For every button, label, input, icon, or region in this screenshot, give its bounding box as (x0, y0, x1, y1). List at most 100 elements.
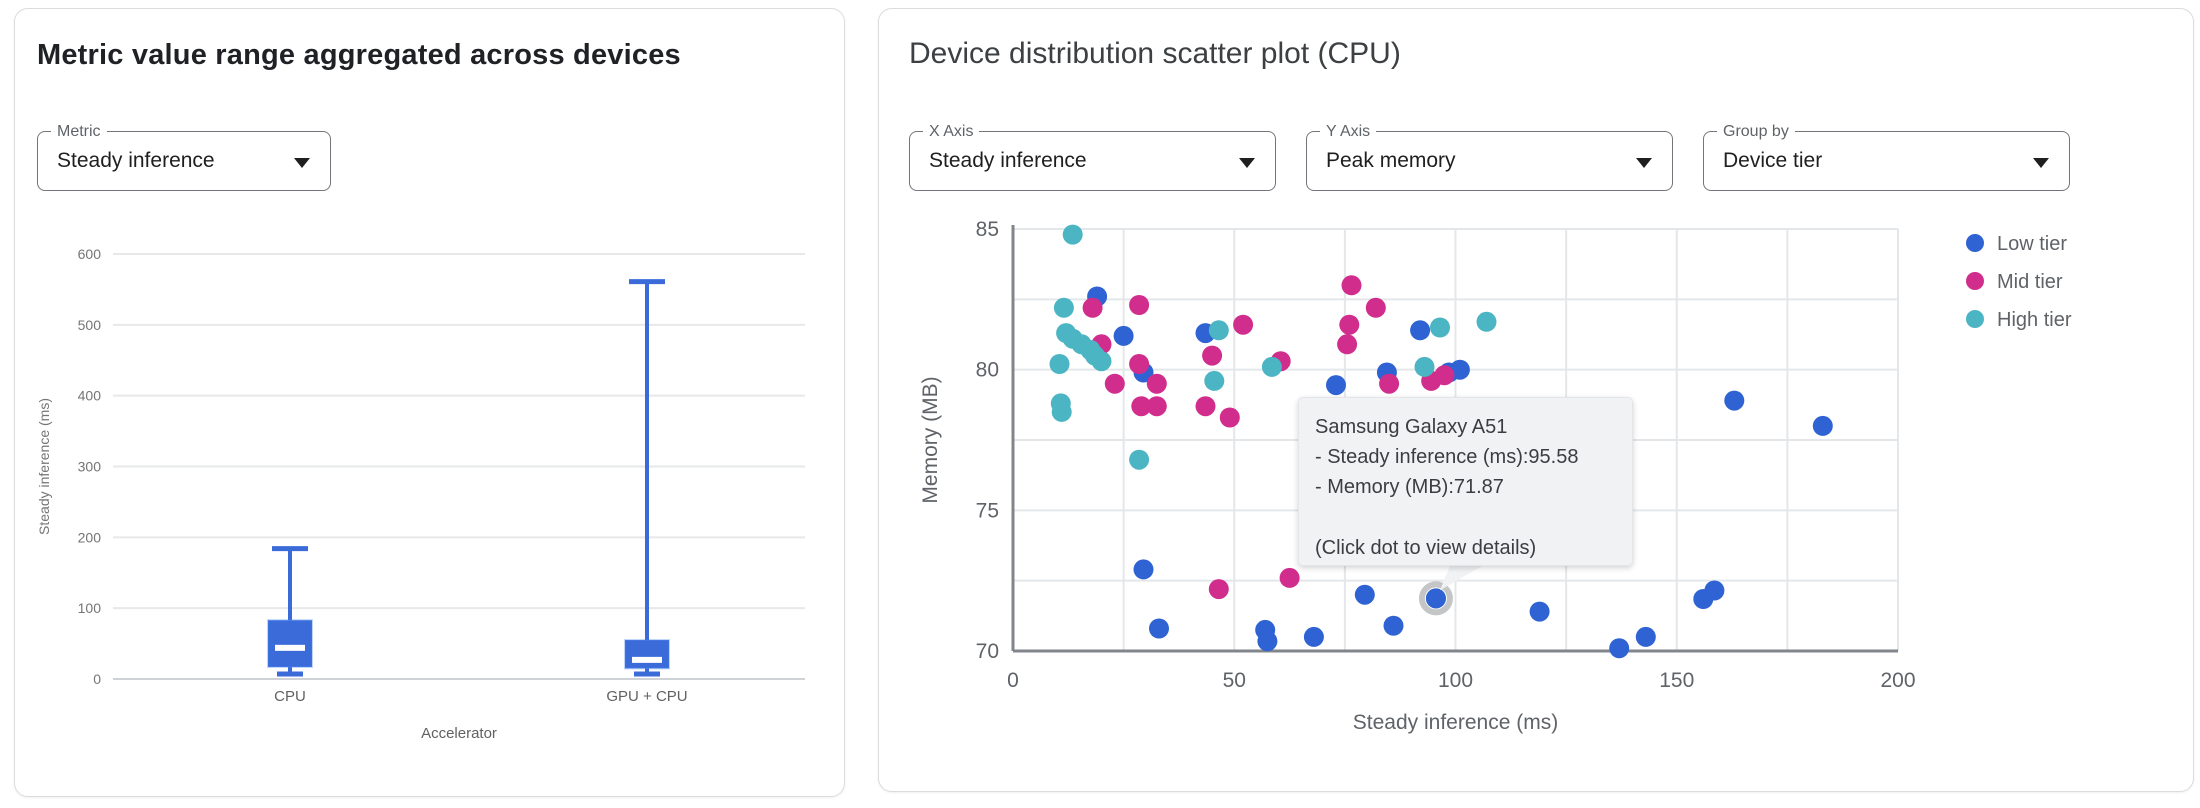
scatter-dot[interactable] (1476, 311, 1497, 332)
x-axis-select-label: X Axis (923, 122, 980, 142)
scatter-dot[interactable] (1635, 626, 1656, 647)
scatter-dot[interactable] (1062, 224, 1083, 245)
y-axis-select-value: Peak memory (1326, 149, 1456, 172)
scatter-dot[interactable] (1379, 373, 1400, 394)
scatter-panel: Device distribution scatter plot (CPU) X… (878, 8, 2194, 792)
x-axis-select[interactable]: X Axis Steady inference (909, 122, 1276, 191)
svg-text:150: 150 (1659, 669, 1694, 692)
scatter-panel-title: Device distribution scatter plot (CPU) (909, 37, 1401, 70)
box-GPU + CPU (624, 279, 670, 677)
chevron-down-icon (1636, 158, 1652, 168)
scatter-dot[interactable] (1337, 334, 1358, 355)
scatter-dot[interactable] (1129, 449, 1150, 470)
scatter-dot[interactable] (1410, 320, 1431, 341)
svg-text:300: 300 (78, 459, 102, 475)
tooltip-tail (1439, 566, 1482, 591)
legend-dot-high-tier (1966, 310, 1984, 328)
scatter-dot[interactable] (1195, 396, 1216, 417)
scatter-dot[interactable] (1091, 351, 1112, 372)
svg-text:50: 50 (1223, 669, 1246, 692)
box-plot-chart: 0 100 200 300 400 500 600 Steady inference (ms)… (36, 246, 805, 742)
tooltip-metric-y: - Memory (MB):71.87 (1315, 476, 1504, 498)
svg-text:Low tier: Low tier (1997, 233, 2067, 255)
svg-text:Memory (MB): Memory (MB) (919, 376, 942, 503)
scatter-dot[interactable] (1724, 390, 1745, 411)
scatter-dot[interactable] (1812, 415, 1833, 436)
tooltip-footer: (Click dot to view details) (1315, 537, 1537, 559)
device-tooltip: Samsung Galaxy A51 - Steady inference (m… (1298, 397, 1633, 566)
scatter-dot[interactable] (1051, 401, 1072, 422)
svg-text:0: 0 (1007, 669, 1019, 692)
chevron-down-icon (294, 158, 310, 168)
scatter-dot[interactable] (1104, 373, 1125, 394)
scatter-dot[interactable] (1414, 356, 1435, 377)
svg-text:Mid tier: Mid tier (1997, 271, 2063, 293)
svg-text:80: 80 (976, 359, 999, 382)
scatter-dot[interactable] (1146, 373, 1167, 394)
scatter-dot[interactable] (1383, 615, 1404, 636)
scatter-dot[interactable] (1257, 631, 1278, 652)
scatter-dot[interactable] (1149, 618, 1169, 639)
scatter-dot[interactable] (1303, 626, 1324, 647)
svg-text:200: 200 (78, 529, 102, 545)
scatter-dot[interactable] (1339, 314, 1360, 335)
scatter-dot[interactable] (1208, 320, 1229, 341)
highlighted-scatter-dot[interactable] (1425, 588, 1446, 609)
scatter-dot[interactable] (1053, 297, 1074, 318)
scatter-dot[interactable] (1233, 314, 1254, 335)
svg-text:Accelerator: Accelerator (421, 725, 497, 742)
x-axis-select-value: Steady inference (929, 149, 1087, 172)
scatter-dot[interactable] (1113, 325, 1134, 346)
svg-text:500: 500 (78, 317, 102, 333)
tooltip-title: Samsung Galaxy A51 (1315, 416, 1508, 438)
y-axis-select[interactable]: Y Axis Peak memory (1306, 122, 1673, 191)
scatter-dot[interactable] (1430, 317, 1450, 338)
svg-text:85: 85 (976, 218, 999, 241)
scatter-dot[interactable] (1341, 275, 1362, 296)
scatter-dot[interactable] (1146, 396, 1167, 417)
scatter-plot-chart[interactable]: 0 50 100 150 200 70 75 80 85 Steady inference (ms… (879, 209, 2191, 789)
scatter-dot[interactable] (1133, 559, 1154, 580)
scatter-dot[interactable] (1082, 297, 1103, 318)
box-CPU (267, 546, 313, 677)
svg-text:100: 100 (78, 600, 102, 616)
scatter-dot[interactable] (1129, 295, 1150, 315)
metric-select[interactable]: Metric Steady inference (37, 122, 331, 191)
scatter-dot[interactable] (1208, 579, 1229, 600)
group-by-select[interactable]: Group by Device tier (1703, 122, 2070, 191)
svg-text:100: 100 (1438, 669, 1473, 692)
scatter-dot[interactable] (1279, 567, 1300, 588)
scatter-dot[interactable] (1049, 354, 1070, 374)
scatter-dot[interactable] (1131, 396, 1152, 417)
svg-text:70: 70 (976, 640, 999, 663)
scatter-dot[interactable] (1261, 356, 1282, 377)
scatter-dot[interactable] (1449, 359, 1470, 380)
legend-dot-low-tier (1966, 234, 1984, 252)
legend: Low tier Mid tier High tier (1966, 233, 2072, 331)
scatter-dot[interactable] (1326, 375, 1346, 396)
scatter-dot[interactable] (1219, 407, 1240, 428)
svg-text:Steady inference (ms): Steady inference (ms) (1353, 711, 1558, 734)
chevron-down-icon (1239, 158, 1255, 168)
scatter-dot[interactable] (1704, 580, 1725, 601)
chevron-down-icon (2033, 158, 2049, 168)
svg-text:400: 400 (78, 388, 102, 404)
scatter-dot[interactable] (1204, 370, 1225, 391)
svg-text:600: 600 (78, 246, 102, 262)
scatter-dot[interactable] (1434, 365, 1455, 386)
boxplot-panel: Metric value range aggregated across dev… (14, 8, 845, 797)
scatter-dot[interactable] (1529, 601, 1550, 622)
svg-text:CPU: CPU (274, 688, 306, 705)
scatter-dot[interactable] (1609, 638, 1630, 659)
legend-dot-mid-tier (1966, 272, 1984, 290)
scatter-dot[interactable] (1129, 354, 1150, 374)
scatter-dot[interactable] (1365, 297, 1386, 318)
scatter-dot[interactable] (1202, 345, 1223, 366)
svg-text:75: 75 (976, 499, 999, 522)
highlighted-dot-halo (1418, 581, 1453, 616)
svg-text:200: 200 (1880, 669, 1915, 692)
svg-text:GPU + CPU: GPU + CPU (606, 688, 687, 705)
scatter-dot[interactable] (1354, 584, 1375, 605)
tooltip-metric-x: - Steady inference (ms):95.58 (1315, 446, 1579, 468)
svg-text:Steady inference (ms): Steady inference (ms) (36, 398, 52, 535)
